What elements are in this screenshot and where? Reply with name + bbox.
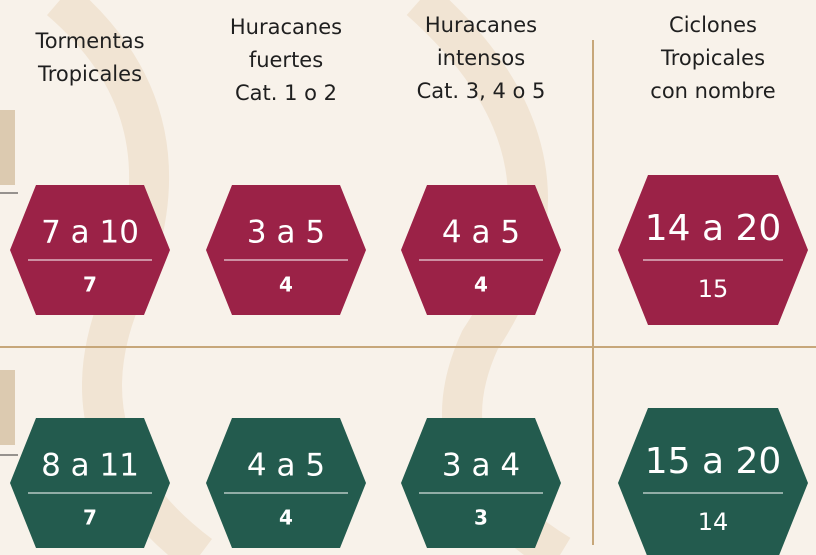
value-label: 3 — [474, 506, 488, 530]
hexagon — [618, 175, 808, 325]
column-header: fuertes — [249, 48, 323, 72]
hexagon — [10, 185, 170, 315]
column-header: Tormentas — [34, 29, 144, 53]
hexagon — [401, 418, 561, 548]
value-label: 15 — [698, 275, 729, 303]
value-label: 4 — [279, 273, 293, 297]
hexagon — [206, 418, 366, 548]
range-label: 4 a 5 — [442, 215, 520, 251]
column-header: Huracanes — [425, 13, 537, 37]
range-label: 3 a 5 — [247, 215, 325, 251]
range-label: 3 a 4 — [442, 448, 520, 484]
hexagon — [10, 418, 170, 548]
side-tab — [0, 370, 15, 445]
value-label: 14 — [698, 508, 729, 536]
hexagon — [618, 408, 808, 555]
column-header: Tropicales — [660, 46, 765, 70]
value-label: 4 — [279, 506, 293, 530]
column-header: Cat. 1 o 2 — [235, 81, 337, 105]
value-label: 7 — [83, 506, 97, 530]
range-label: 15 a 20 — [645, 441, 782, 482]
hexagon — [401, 185, 561, 315]
side-tab — [0, 110, 15, 185]
value-label: 7 — [83, 273, 97, 297]
column-header: con nombre — [650, 79, 775, 103]
range-label: 7 a 10 — [41, 215, 139, 251]
column-header: Tropicales — [37, 62, 142, 86]
value-label: 4 — [474, 273, 488, 297]
hexagon — [206, 185, 366, 315]
range-label: 14 a 20 — [645, 208, 782, 249]
column-header: Ciclones — [669, 13, 757, 37]
range-label: 4 a 5 — [247, 448, 325, 484]
column-header: intensos — [437, 46, 525, 70]
column-header: Huracanes — [230, 15, 342, 39]
range-label: 8 a 11 — [41, 448, 139, 484]
column-header: Cat. 3, 4 o 5 — [417, 79, 546, 103]
